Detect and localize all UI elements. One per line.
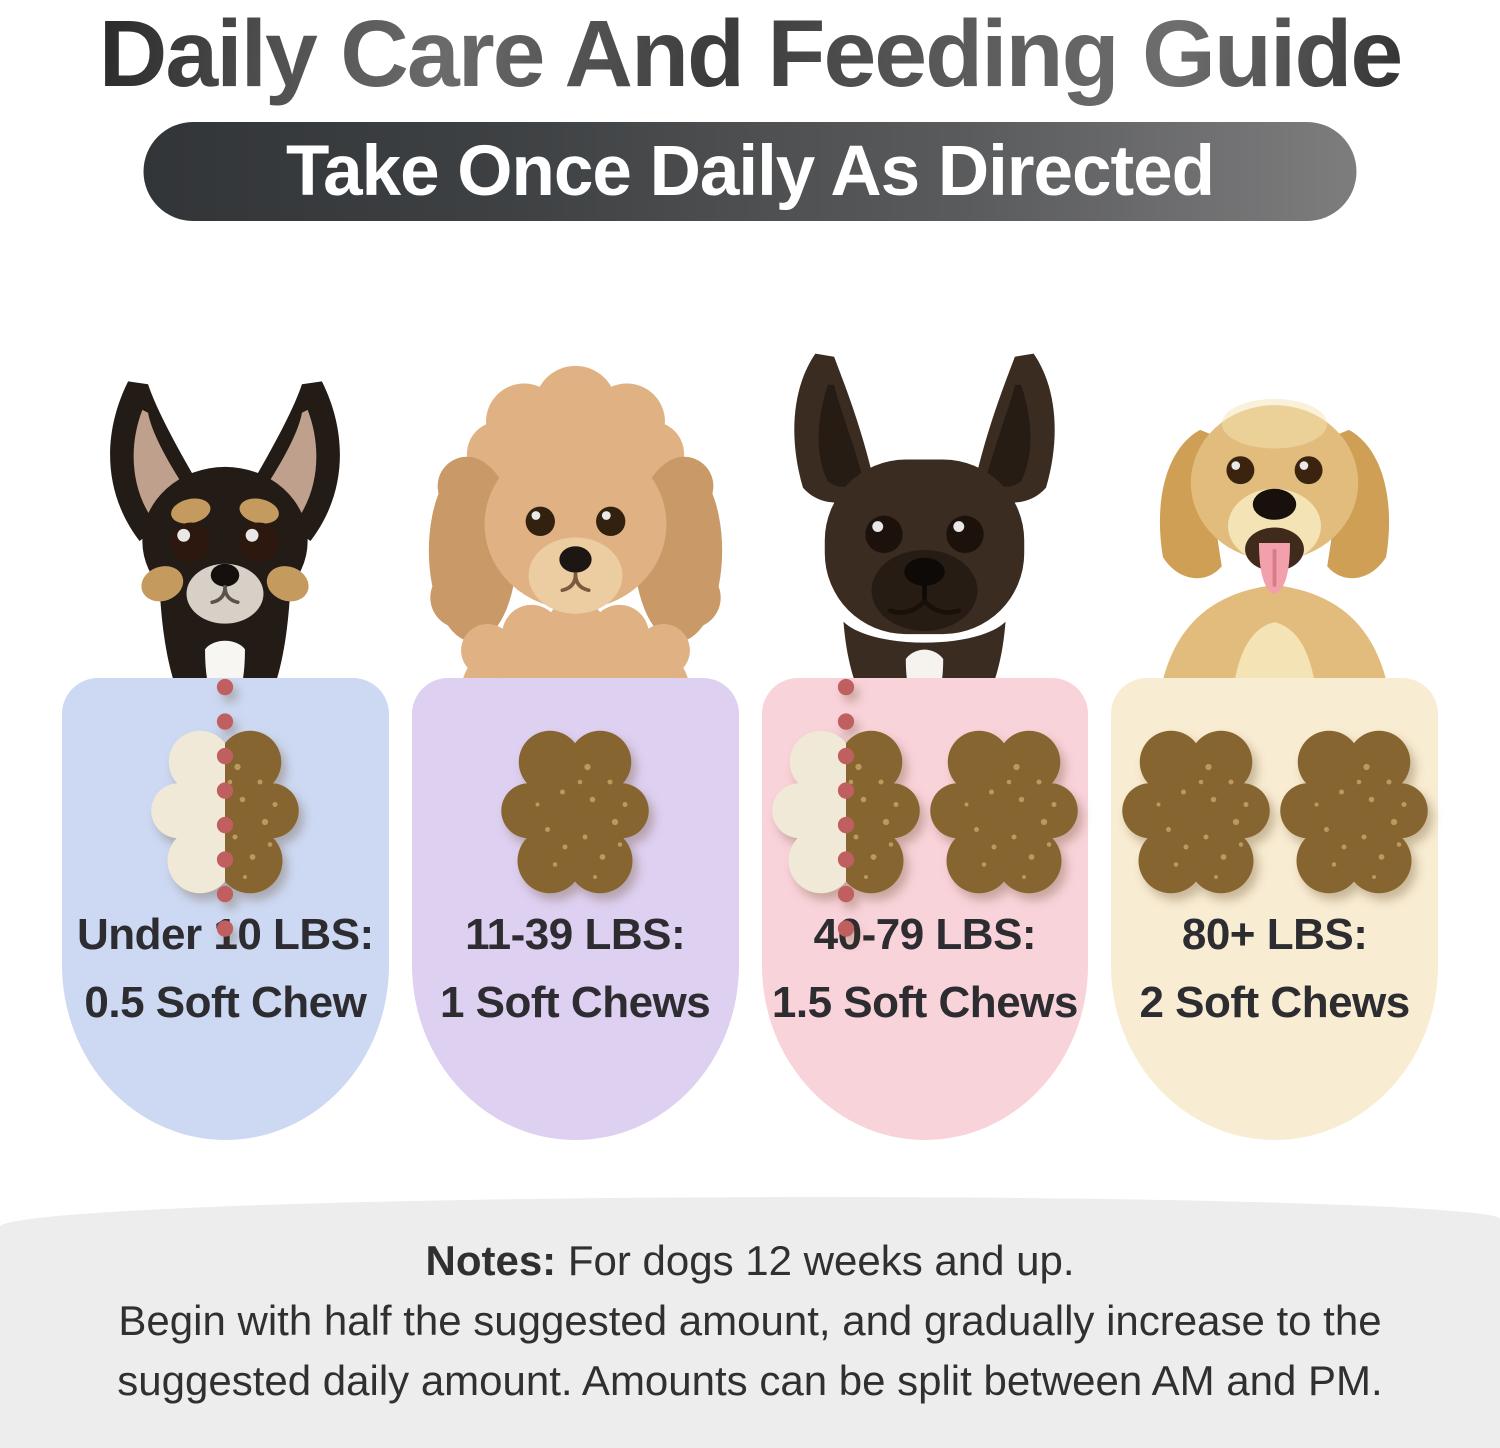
- dose-amount-label: 1 Soft Chews: [439, 978, 711, 1027]
- dosage-banner: Take Once Daily As Directed: [143, 122, 1357, 221]
- soft-chew-graphic: [1279, 731, 1428, 894]
- page-title: Daily Care And Feeding Guide: [0, 2, 1500, 107]
- dose-amount-label: 2 Soft Chews: [1139, 978, 1410, 1027]
- dog-photo-golden-retriever: [1156, 398, 1393, 712]
- chew-graphic: [762, 678, 1089, 941]
- weight-range-label: 40-79 LBS:: [813, 910, 1037, 959]
- notes-line-1-text: For dogs 12 weeks and up.: [556, 1237, 1075, 1284]
- notes-line-2: Begin with half the suggested amount, an…: [118, 1297, 1382, 1345]
- chew-graphic: [62, 678, 389, 941]
- dose-amount-label: 0.5 Soft Chew: [84, 978, 367, 1027]
- chew-graphic: [412, 678, 739, 904]
- dog-photo-chihuahua: [110, 381, 341, 712]
- dose-card-80-plus-lbs: 80+ LBS: 2 Soft Chews: [1111, 678, 1438, 1140]
- dog-photo-french-bulldog: [794, 353, 1056, 712]
- dose-card-40-79-lbs: 40-79 LBS: 1.5 Soft Chews: [761, 678, 1089, 1140]
- dose-amount-label: 1.5 Soft Chews: [771, 978, 1078, 1027]
- notes-line-3: suggested daily amount. Amounts can be s…: [117, 1357, 1383, 1405]
- weight-range-label: 80+ LBS:: [1181, 910, 1368, 959]
- notes-line-1: Notes: For dogs 12 weeks and up.: [0, 1231, 1500, 1291]
- dose-columns: Under 10 LBS: 0.5 Soft Chew: [62, 0, 1438, 1140]
- dosage-banner-text: Take Once Daily As Directed: [286, 132, 1215, 211]
- half-soft-chew-graphic: [772, 679, 920, 941]
- dose-column-under-10-lbs: Under 10 LBS: 0.5 Soft Chew: [62, 370, 389, 1140]
- soft-chew-graphic: [501, 731, 649, 894]
- chew-graphic: [1111, 678, 1438, 904]
- dose-card-11-39-lbs: 11-39 LBS: 1 Soft Chews: [411, 678, 739, 1140]
- dose-card-under-10-lbs: Under 10 LBS: 0.5 Soft Chew: [62, 678, 389, 1140]
- dog-photo-poodle: [428, 365, 722, 712]
- half-soft-chew-graphic: [151, 679, 300, 941]
- weight-range-label: 11-39 LBS:: [465, 910, 686, 959]
- notes-section: Notes: For dogs 12 weeks and up. Begin w…: [0, 1197, 1500, 1448]
- soft-chew-graphic: [930, 731, 1078, 894]
- dose-column-40-79-lbs: 40-79 LBS: 1.5 Soft Chews: [761, 338, 1089, 1140]
- notes-heading: Notes:: [425, 1237, 557, 1284]
- soft-chew-graphic: [1121, 731, 1270, 894]
- dose-column-80-plus-lbs: 80+ LBS: 2 Soft Chews: [1111, 340, 1438, 1140]
- dose-column-11-39-lbs: 11-39 LBS: 1 Soft Chews: [411, 360, 739, 1140]
